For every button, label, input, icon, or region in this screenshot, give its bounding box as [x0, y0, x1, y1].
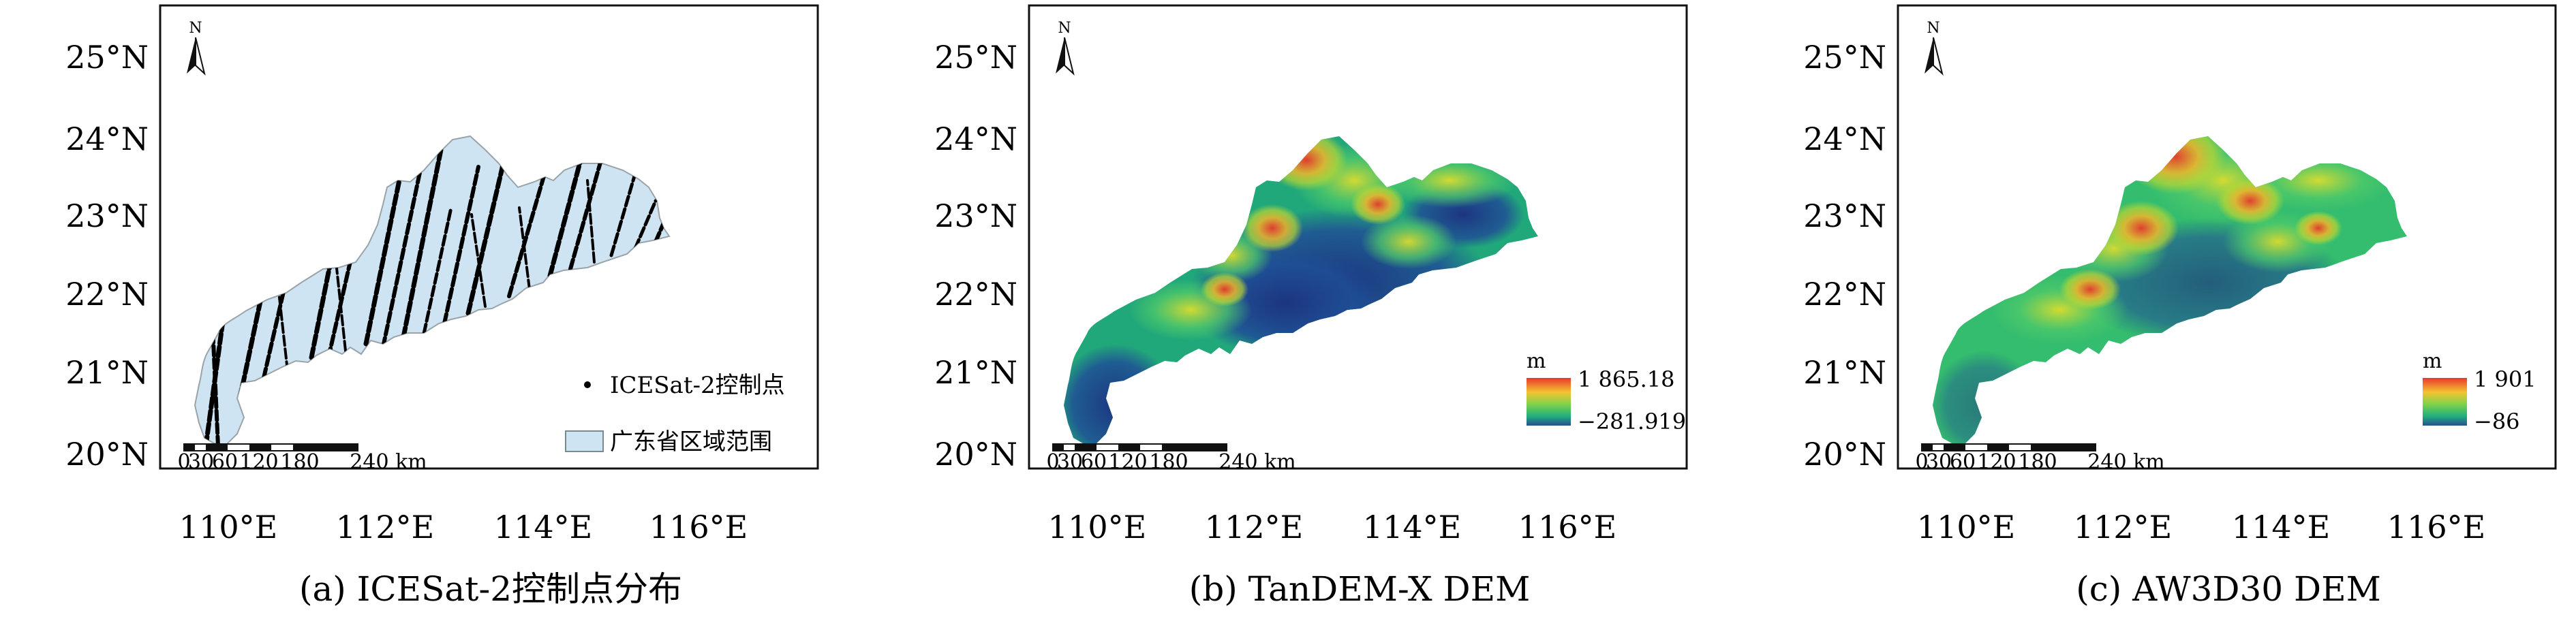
lat-tick: 22°N [65, 276, 149, 313]
y-axis-ticks: 25°N 24°N 23°N 22°N 21°N 20°N [934, 39, 1017, 473]
legend: ICESat-2控制点 广东省区域范围 [565, 372, 785, 456]
north-label: N [1927, 20, 1939, 37]
lat-tick: 24°N [65, 121, 149, 157]
x-axis-ticks: 110°E 112°E 114°E 116°E [1048, 509, 1616, 545]
lat-tick: 23°N [1803, 197, 1886, 234]
north-label: N [1058, 20, 1071, 37]
panel-caption: (c) AW3D30 DEM [2076, 569, 2381, 609]
lat-tick: 20°N [65, 436, 149, 473]
scale-label: 180 [280, 450, 319, 474]
scale-label: 240 km [1218, 450, 1295, 474]
scale-bar: 0 30 60 120 180 240 km [1915, 443, 2165, 474]
y-axis-ticks: 25°N 24°N 23°N 22°N 21°N 20°N [1803, 39, 1886, 473]
scale-label: 180 [1149, 450, 1188, 474]
scale-label: 120 [239, 450, 278, 474]
lon-tick: 110°E [179, 509, 277, 545]
scale-bar: 0 30 60 120 180 240 km [1046, 443, 1296, 474]
lat-tick: 23°N [65, 197, 149, 234]
lat-tick: 22°N [934, 276, 1017, 313]
panel-b: 25°N 24°N 23°N 22°N 21°N 20°N 110°E 112°… [934, 4, 1688, 609]
panel-c: 25°N 24°N 23°N 22°N 21°N 20°N 110°E 112°… [1803, 4, 2557, 609]
lat-tick: 20°N [934, 436, 1017, 473]
scale-label: 30 [1057, 450, 1083, 474]
colorbar-gradient [2423, 378, 2467, 426]
north-arrow: N [187, 20, 206, 76]
lon-tick: 114°E [494, 509, 592, 545]
scale-label: 180 [2018, 450, 2057, 474]
y-axis-ticks: 25°N 24°N 23°N 22°N 21°N 20°N [65, 39, 149, 473]
control-point-legend-icon [584, 381, 591, 388]
colorbar-max: 1 901 [2474, 366, 2536, 392]
north-label: N [189, 20, 202, 37]
colorbar-gradient [1527, 378, 1571, 426]
north-arrow-icon [1925, 37, 1933, 74]
colorbar-max: 1 865.18 [1578, 366, 1675, 392]
legend-label-points: ICESat-2控制点 [610, 372, 785, 399]
lat-tick: 25°N [65, 39, 149, 76]
panel-a: 25°N 24°N 23°N 22°N 21°N 20°N 110°E 112°… [65, 4, 819, 609]
lat-tick: 22°N [1803, 276, 1886, 313]
colorbar: m 1 865.18 −281.919 [1527, 349, 1686, 434]
panel-caption: (a) ICESat-2控制点分布 [299, 569, 682, 609]
x-axis-ticks: 110°E 112°E 114°E 116°E [179, 509, 748, 545]
scale-label: 60 [212, 450, 238, 474]
lat-tick: 24°N [934, 121, 1017, 157]
lon-tick: 116°E [649, 509, 748, 545]
scale-label: 30 [1926, 450, 1952, 474]
scale-label: 30 [188, 450, 214, 474]
colorbar-min: −281.919 [1578, 409, 1686, 434]
colorbar-unit: m [1527, 349, 1546, 373]
scale-label: 0 [177, 450, 190, 474]
lon-tick: 114°E [1363, 509, 1461, 545]
lon-tick: 116°E [2387, 509, 2485, 545]
lat-tick: 21°N [1803, 354, 1886, 391]
scale-label: 240 km [2087, 450, 2164, 474]
scale-label: 0 [1046, 450, 1059, 474]
lon-tick: 112°E [2074, 509, 2172, 545]
panel-caption: (b) TanDEM-X DEM [1189, 569, 1531, 609]
lat-tick: 23°N [934, 197, 1017, 234]
scale-label: 120 [1977, 450, 2016, 474]
lon-tick: 114°E [2232, 509, 2330, 545]
legend-label-region: 广东省区域范围 [610, 428, 772, 456]
scale-label: 120 [1108, 450, 1147, 474]
lon-tick: 110°E [1917, 509, 2015, 545]
colorbar-min: −86 [2474, 409, 2520, 434]
lat-tick: 21°N [934, 354, 1017, 391]
lat-tick: 25°N [934, 39, 1017, 76]
scale-label: 0 [1915, 450, 1928, 474]
scale-bar: 0 30 60 120 180 240 km [177, 443, 427, 474]
lon-tick: 112°E [336, 509, 434, 545]
lat-tick: 24°N [1803, 121, 1886, 157]
region-legend-icon [565, 430, 604, 452]
x-axis-ticks: 110°E 112°E 114°E 116°E [1917, 509, 2485, 545]
colorbar-unit: m [2423, 349, 2442, 373]
north-arrow-icon [1056, 37, 1064, 74]
scale-label: 60 [1950, 450, 1976, 474]
north-arrow: N [1925, 20, 1944, 76]
scale-label: 240 km [350, 450, 427, 474]
lon-tick: 110°E [1048, 509, 1146, 545]
north-arrow-icon [187, 37, 196, 74]
colorbar: m 1 901 −86 [2423, 349, 2536, 434]
lat-tick: 21°N [65, 354, 149, 391]
scale-label: 60 [1081, 450, 1107, 474]
lon-tick: 112°E [1205, 509, 1303, 545]
lat-tick: 25°N [1803, 39, 1886, 76]
north-arrow: N [1056, 20, 1075, 76]
lat-tick: 20°N [1803, 436, 1886, 473]
lon-tick: 116°E [1518, 509, 1616, 545]
